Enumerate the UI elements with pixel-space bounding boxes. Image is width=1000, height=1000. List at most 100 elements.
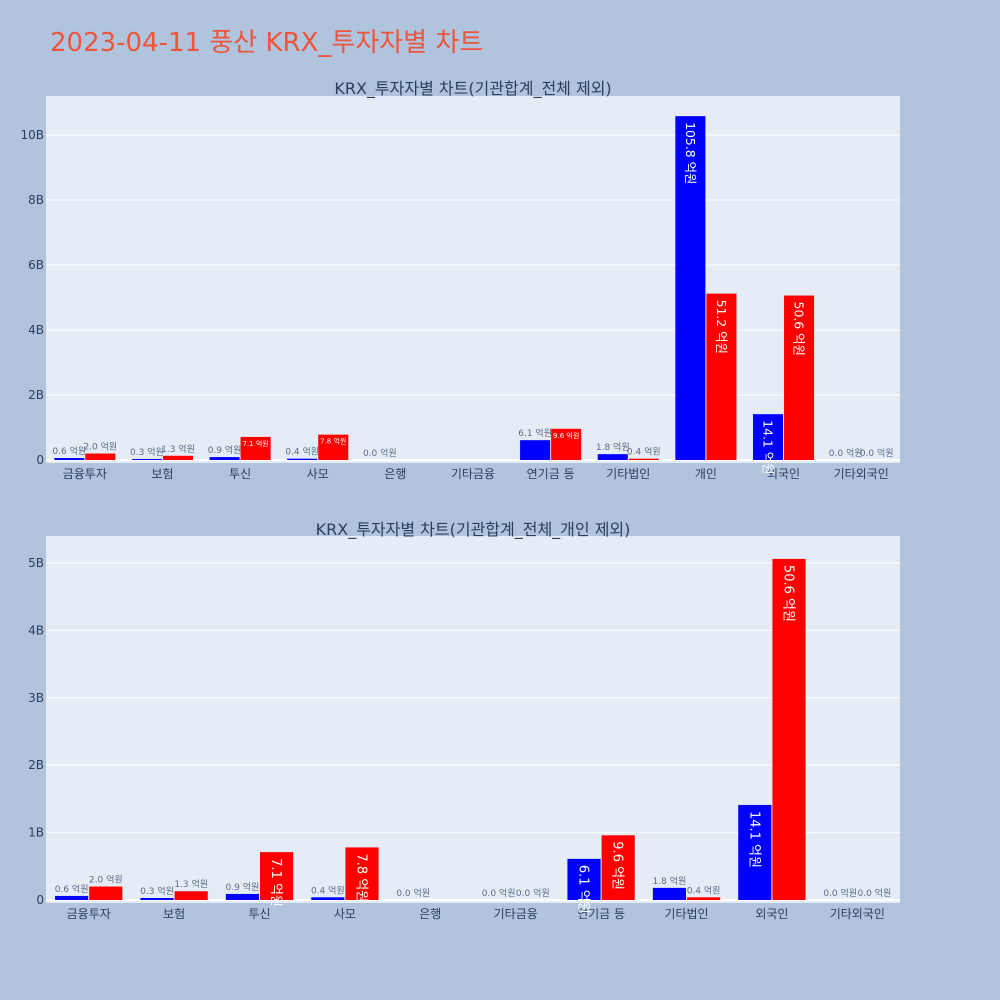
bar xyxy=(675,116,706,461)
bar-label: 0.6 억원 xyxy=(55,883,89,895)
x-tick-label: 개인 xyxy=(695,467,717,481)
y-tick-label: 1B xyxy=(28,826,44,840)
bar-label: 9.6 억원 xyxy=(610,841,625,890)
bar xyxy=(260,852,294,900)
bar-label: 9.6 억원 xyxy=(553,431,579,440)
bar xyxy=(551,428,582,460)
plot-area xyxy=(46,96,900,463)
x-tick-label: 외국인 xyxy=(755,907,788,921)
bar-label: 0.0 억원 xyxy=(823,887,857,899)
bar xyxy=(140,897,174,900)
bar xyxy=(240,436,271,460)
bar xyxy=(287,458,318,460)
bar-label: 0.4 억원 xyxy=(627,446,661,458)
bar-label: 0.0 억원 xyxy=(482,887,516,899)
bar-label: 0.6 억원 xyxy=(52,445,86,457)
bar-label: 50.6 억원 xyxy=(792,302,807,356)
bar-label: 7.1 억원 xyxy=(268,858,283,907)
bar-label: 1.3 억원 xyxy=(161,443,195,455)
x-tick-label: 기타금융 xyxy=(494,907,538,921)
bar-label: 1.3 억원 xyxy=(174,878,208,890)
bar-label: 0.3 억원 xyxy=(140,885,174,897)
y-tick-label: 2B xyxy=(28,758,44,772)
bar-label: 0.0 억원 xyxy=(363,447,397,459)
bar xyxy=(772,558,806,900)
bar-label: 1.8 억원 xyxy=(653,875,687,887)
bar xyxy=(209,457,240,460)
x-tick-label: 은행 xyxy=(384,466,406,481)
bar-label: 0.4 억원 xyxy=(687,884,721,896)
y-tick-label: 8B xyxy=(28,193,44,207)
bar-label: 51.2 억원 xyxy=(714,300,729,354)
bar-label: 14.1 억원 xyxy=(761,420,776,474)
y-tick-label: 0 xyxy=(36,453,44,467)
bar xyxy=(784,295,815,460)
bar-label: 0.9 억원 xyxy=(226,881,260,893)
y-tick-label: 3B xyxy=(28,691,44,705)
bar xyxy=(687,897,721,900)
bar xyxy=(85,453,116,460)
bar-label: 0.4 억원 xyxy=(285,446,319,458)
bar xyxy=(225,893,259,900)
chart-title: KRX_투자자별 차트(기관합계_전체_개인 제외) xyxy=(316,520,631,540)
chart-1: 0 2B 4B 6B 8B 10B KRX_투자자별 차트(기관합계_전체 제외) 금융투자 0… xyxy=(20,79,900,481)
bar xyxy=(597,454,628,460)
x-tick-label: 사모 xyxy=(334,907,356,921)
bar-label: 2.0 억원 xyxy=(89,874,123,886)
bar xyxy=(520,440,551,460)
bar-label: 0.0 억원 xyxy=(829,447,863,459)
y-tick-label: 0 xyxy=(36,893,44,907)
x-tick-label: 투신 xyxy=(229,467,251,481)
bar xyxy=(55,895,89,900)
bar-label: 0.0 억원 xyxy=(858,887,892,899)
x-tick-label: 사모 xyxy=(307,467,329,481)
x-tick-label: 기타금융 xyxy=(451,467,495,481)
bar xyxy=(162,455,194,460)
bar-label: 0.3 억원 xyxy=(130,446,164,458)
bar xyxy=(652,887,686,900)
x-tick-label: 금융투자 xyxy=(63,467,107,481)
bar-label: 0.0 억원 xyxy=(516,887,550,899)
x-tick-label: 금융투자 xyxy=(67,907,111,921)
x-tick-label: 투신 xyxy=(248,907,270,921)
bar xyxy=(311,897,345,900)
x-tick-label: 기타외국인 xyxy=(834,467,889,481)
x-tick-label: 보험 xyxy=(151,467,173,481)
bar-label: 0.9 억원 xyxy=(208,444,242,456)
bar xyxy=(601,835,635,900)
bar xyxy=(567,858,601,900)
bar-label: 6.1 억원 xyxy=(575,865,590,914)
bar-label: 7.1 억원 xyxy=(242,439,268,448)
bar-label: 2.0 억원 xyxy=(83,441,117,453)
y-tick-label: 2B xyxy=(28,388,44,402)
bar-label: 7.8 억원 xyxy=(320,437,346,446)
x-tick-label: 외국인 xyxy=(767,467,800,481)
bar-label: 0.0 억원 xyxy=(396,887,430,899)
x-tick-label: 기타법인 xyxy=(664,907,708,921)
bar xyxy=(54,458,85,460)
page-title: 2023-04-11 풍산 KRX_투자자별 차트 xyxy=(50,28,484,58)
x-tick-label: 보험 xyxy=(163,907,185,921)
bar xyxy=(345,847,379,900)
bar-label: 0.0 억원 xyxy=(860,447,894,459)
x-tick-label: 은행 xyxy=(419,906,441,921)
bar-label: 50.6 억원 xyxy=(780,565,795,622)
plot-area xyxy=(46,536,900,903)
bar xyxy=(131,459,162,460)
chart-title: KRX_투자자별 차트(기관합계_전체 제외) xyxy=(334,79,611,99)
bar xyxy=(628,458,659,460)
chart-2: 0 1B 2B 3B 4B 5B KRX_투자자별 차트(기관합계_전체_개인 제외) 금융투… xyxy=(28,520,900,921)
bar xyxy=(89,886,123,900)
y-tick-label: 5B xyxy=(28,556,44,570)
y-tick-label: 6B xyxy=(28,258,44,272)
bar xyxy=(706,293,737,460)
x-tick-label: 기타법인 xyxy=(606,467,650,481)
bar-label: 0.4 억원 xyxy=(311,884,345,896)
bar-label: 1.8 억원 xyxy=(596,441,630,453)
bar xyxy=(738,804,772,900)
x-tick-label: 기타외국인 xyxy=(830,907,885,921)
x-tick-label: 연기금 등 xyxy=(527,467,575,481)
bar-label: 7.8 억원 xyxy=(353,853,368,902)
bar xyxy=(318,434,349,460)
